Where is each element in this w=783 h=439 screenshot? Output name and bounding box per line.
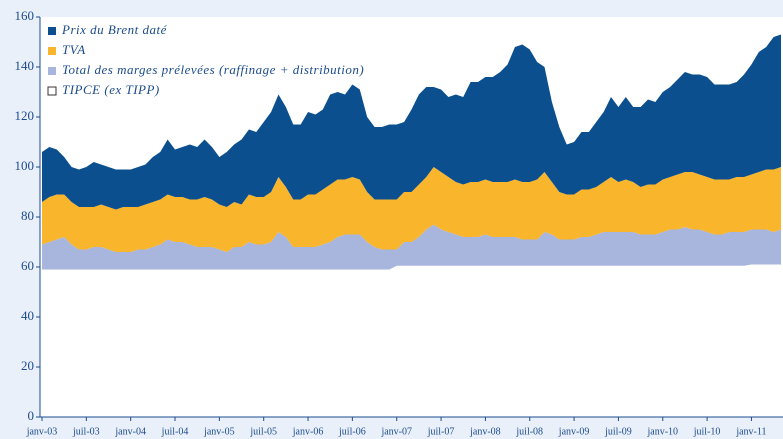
area — [42, 34, 781, 210]
legend-swatch — [48, 27, 56, 35]
y-tick-label: 120 — [15, 108, 35, 123]
x-tick-label: juil-06 — [338, 426, 366, 437]
y-tick-label: 60 — [21, 258, 34, 273]
y-tick-label: 140 — [15, 58, 35, 73]
area — [42, 224, 781, 270]
y-tick-label: 0 — [28, 408, 35, 423]
y-tick-label: 40 — [21, 308, 34, 323]
x-tick-label: janv-07 — [380, 426, 412, 437]
area — [42, 167, 781, 252]
x-tick-label: juil-04 — [161, 426, 189, 437]
x-tick-label: janv-11 — [735, 426, 766, 437]
x-tick-label: juil-07 — [427, 426, 455, 437]
legend-swatch — [47, 86, 57, 96]
x-tick-label: juil-05 — [249, 426, 277, 437]
x-tick-label: juil-10 — [693, 426, 721, 437]
x-tick-label: juil-09 — [604, 426, 632, 437]
x-tick-label: janv-04 — [114, 426, 146, 437]
legend-label: Total des marges prélevées (raffinage + … — [62, 62, 364, 77]
legend-label: TVA — [62, 42, 86, 57]
legend-label: TIPCE (ex TIPP) — [62, 82, 160, 97]
legend-swatch — [48, 47, 56, 55]
x-tick-label: janv-10 — [646, 426, 678, 437]
y-tick-label: 20 — [21, 358, 34, 373]
x-tick-label: janv-08 — [469, 426, 501, 437]
x-tick-label: janv-06 — [292, 426, 324, 437]
y-tick-label: 160 — [15, 8, 35, 23]
x-tick-label: janv-05 — [203, 426, 235, 437]
y-tick-label: 100 — [15, 158, 35, 173]
legend-swatch — [48, 67, 56, 75]
x-tick-label: juil-08 — [515, 426, 543, 437]
x-tick-label: juil-03 — [72, 426, 100, 437]
x-tick-label: janv-09 — [558, 426, 590, 437]
x-tick-label: janv-03 — [26, 426, 58, 437]
area — [42, 264, 781, 417]
legend-label: Prix du Brent daté — [61, 22, 168, 37]
y-tick-label: 80 — [21, 208, 34, 223]
